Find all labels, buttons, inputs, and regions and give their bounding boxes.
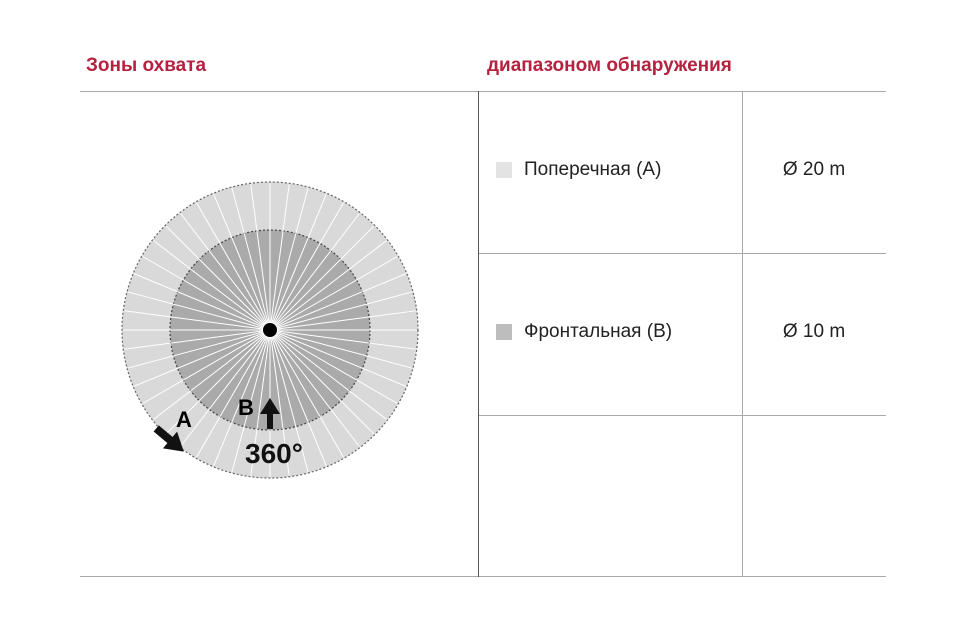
- ray: [196, 202, 271, 331]
- ray: [153, 329, 271, 420]
- label-b: B: [238, 395, 254, 420]
- ray: [213, 329, 271, 467]
- ray: [213, 193, 271, 331]
- ray: [269, 329, 416, 350]
- ray: [269, 329, 387, 420]
- ray: [269, 240, 387, 331]
- zone-row-frontal: Фронтальная (B): [496, 321, 672, 343]
- ray: [127, 291, 271, 331]
- bottom-divider: [80, 576, 886, 577]
- column-divider: [478, 91, 479, 577]
- detection-range-heading: диапазоном обнаружения: [487, 55, 732, 76]
- ray: [269, 202, 344, 331]
- ray: [269, 329, 344, 458]
- ray: [269, 329, 375, 435]
- ray: [231, 187, 271, 331]
- label-a: A: [176, 407, 192, 432]
- top-divider: [80, 91, 886, 92]
- ray: [250, 184, 271, 331]
- ray: [180, 329, 271, 447]
- ray: [269, 329, 309, 473]
- zone-label: Поперечная (A): [524, 159, 662, 180]
- coverage-diagram: B A 360°: [121, 181, 419, 479]
- ray: [269, 329, 398, 404]
- ray: [269, 329, 407, 387]
- ray: [269, 329, 360, 447]
- zone-value: Ø 10 m: [782, 321, 846, 342]
- zone-value: Ø 20 m: [782, 159, 846, 180]
- ray: [124, 329, 271, 350]
- ray: [165, 225, 271, 331]
- frontal-swatch: [496, 324, 512, 340]
- ray: [133, 329, 271, 387]
- ray: [165, 329, 271, 435]
- ray: [231, 329, 271, 473]
- ray: [133, 273, 271, 331]
- ray: [250, 329, 271, 476]
- coverage-zones-heading: Зоны охвата: [86, 55, 207, 76]
- ray: [153, 240, 271, 331]
- row-divider: [479, 415, 886, 416]
- ray: [269, 273, 407, 331]
- ray: [269, 184, 290, 331]
- zone-label: Фронтальная (B): [524, 321, 673, 342]
- arrow-b-icon: [260, 398, 280, 429]
- ray: [269, 329, 413, 369]
- ray: [269, 225, 375, 331]
- angle-label: 360°: [245, 438, 303, 469]
- row-divider: [479, 253, 886, 254]
- ray: [269, 329, 327, 467]
- arrow-a-icon: [153, 425, 184, 452]
- ray: [180, 213, 271, 331]
- ray: [124, 310, 271, 331]
- ray: [269, 310, 416, 331]
- ray: [269, 213, 360, 331]
- ray: [269, 193, 327, 331]
- ray: [142, 256, 271, 331]
- ray: [127, 329, 271, 369]
- transverse-swatch: [496, 162, 512, 178]
- ray: [142, 329, 271, 404]
- ray: [269, 291, 413, 331]
- rays: [123, 183, 417, 477]
- sensor-dot: [263, 323, 277, 337]
- ray: [269, 329, 290, 476]
- ray: [269, 187, 309, 331]
- zone-row-transverse: Поперечная (A): [496, 159, 661, 181]
- ray: [269, 256, 398, 331]
- column-divider: [742, 91, 743, 577]
- ray: [196, 329, 271, 458]
